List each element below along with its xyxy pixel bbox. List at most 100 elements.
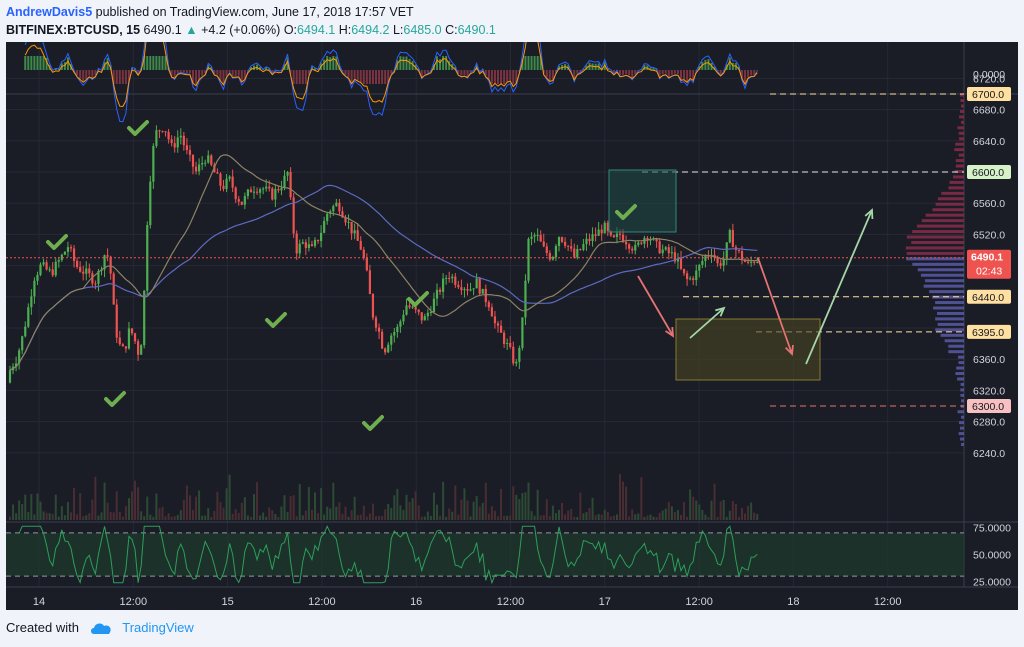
volume-bar: [649, 514, 652, 520]
candle-body: [451, 276, 454, 279]
macd-histogram-bar: [405, 56, 408, 70]
volume-bar: [478, 506, 481, 520]
candle-body: [280, 188, 283, 191]
volume-bar: [423, 516, 426, 520]
volume-bar: [719, 501, 722, 520]
volume-bar: [310, 509, 313, 520]
price-tick-label: 6360.0: [973, 354, 1005, 366]
macd-histogram-bar: [527, 56, 530, 70]
candle-body: [390, 335, 393, 345]
down-arrow-head: [665, 326, 675, 338]
candle-body: [530, 236, 533, 239]
volume-bar: [149, 514, 152, 520]
price-level-tag-text: 6395.0: [972, 327, 1004, 339]
candle-body: [615, 233, 619, 238]
candle-body: [170, 139, 173, 144]
candle-body: [612, 235, 615, 238]
macd-histogram-bar: [237, 70, 240, 76]
candle-body: [18, 350, 21, 364]
candle-body: [716, 257, 719, 264]
candle-body: [743, 260, 747, 262]
candle-body: [112, 273, 115, 305]
tradingview-cloud-icon: [90, 623, 111, 634]
candle-body: [426, 312, 429, 317]
volume-bar: [33, 514, 36, 520]
macd-histogram-bar: [530, 56, 533, 70]
volume-profile-bar: [959, 426, 964, 430]
candle-body: [63, 251, 66, 255]
volume-bar: [728, 510, 731, 520]
up-arrow-target: [805, 208, 874, 365]
volume-bar: [100, 512, 103, 520]
volume-bar: [307, 486, 310, 520]
candle-body: [518, 347, 521, 362]
candle-body: [435, 289, 439, 299]
candle-body: [94, 283, 97, 285]
macd-histogram-bar: [277, 70, 280, 71]
high-label: H:: [338, 23, 352, 37]
volume-bar: [66, 501, 69, 520]
volume-bar: [695, 500, 698, 520]
macd-histogram-bar: [188, 70, 191, 74]
volume-bar: [606, 511, 609, 520]
candle-body: [564, 241, 567, 246]
down-arrow-target-shaft: [757, 257, 793, 355]
candle-body: [756, 262, 759, 264]
candle-body: [106, 255, 109, 257]
volume-bar: [124, 506, 127, 520]
macd-histogram-bar: [680, 70, 682, 80]
candle-body: [554, 246, 558, 258]
volume-profile-bar: [957, 377, 964, 381]
volume-bar: [277, 516, 280, 520]
volume-bar: [320, 488, 323, 520]
candle-body: [72, 248, 76, 261]
candle-body: [158, 130, 161, 132]
symbol-label[interactable]: BITFINEX:BTCUSD, 15: [6, 23, 141, 37]
candle-body: [560, 237, 564, 242]
macd-histogram-bar: [728, 57, 731, 70]
macd-histogram-bar: [396, 60, 399, 70]
macd-histogram-bar: [76, 70, 79, 76]
candle-body: [689, 278, 692, 280]
volume-profile-bar: [954, 170, 964, 173]
volume-profile-bar: [955, 372, 964, 376]
candle-body: [478, 278, 481, 294]
candle-body: [655, 238, 658, 242]
down-arrow-target: [757, 257, 794, 356]
candle-body: [646, 237, 649, 241]
macd-histogram-bar: [753, 70, 756, 76]
macd-histogram-bar: [466, 70, 469, 77]
author-link[interactable]: AndrewDavis5: [6, 5, 93, 19]
candle-body: [133, 333, 137, 342]
volume-bar: [631, 509, 634, 520]
volume-profile-bar: [959, 421, 964, 425]
volume-bar: [338, 502, 341, 520]
volume-bar: [335, 506, 338, 520]
volume-bar: [12, 504, 15, 520]
macd-histogram-bar: [45, 57, 48, 70]
macd-histogram-bar: [88, 70, 91, 76]
candle-body: [188, 150, 192, 155]
volume-bar: [420, 516, 423, 520]
volume-bar: [408, 502, 411, 520]
macd-histogram-bar: [658, 70, 661, 77]
volume-profile-bar: [948, 344, 964, 348]
candle-body: [649, 239, 652, 241]
volume-bar: [158, 508, 161, 520]
volume-bar: [176, 514, 179, 520]
volume-bar: [323, 514, 326, 520]
volume-bar: [259, 515, 262, 520]
macd-histogram-bar: [673, 70, 676, 74]
price-tick-label: 6280.0: [973, 417, 1005, 429]
candle-body: [664, 247, 667, 250]
macd-histogram-bar: [143, 56, 146, 70]
candle-body: [97, 270, 100, 284]
macd-signal-line: [24, 42, 758, 108]
macd-histogram-bar: [582, 69, 585, 70]
macd-histogram-bar: [185, 70, 188, 74]
candle-body: [670, 252, 673, 254]
volume-bar: [365, 516, 368, 520]
tradingview-link[interactable]: TradingView: [122, 620, 194, 635]
